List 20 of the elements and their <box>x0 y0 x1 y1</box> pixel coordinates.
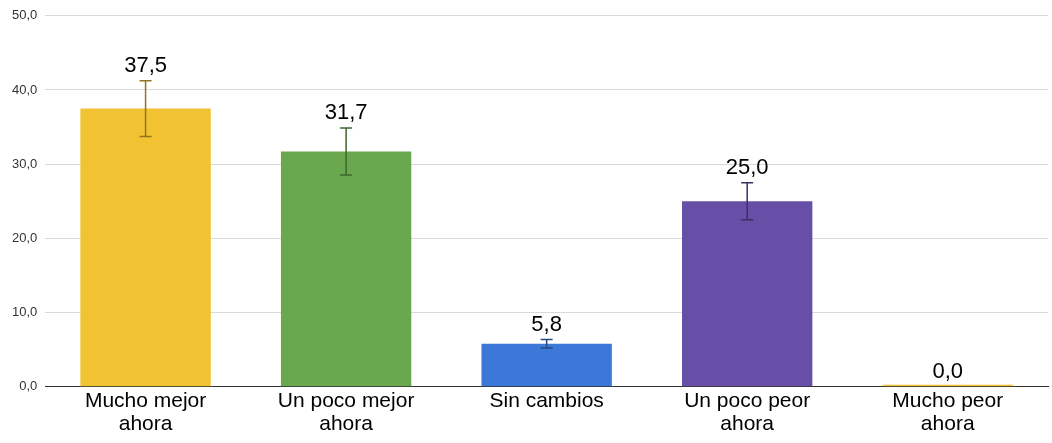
x-tick-label: Mucho peor ahora <box>892 388 1004 435</box>
bar <box>80 108 211 387</box>
y-tick-label: 40,0 <box>11 81 38 97</box>
y-tick-label: 50,0 <box>11 7 38 23</box>
y-tick-label: 10,0 <box>11 304 38 320</box>
bar <box>682 201 813 387</box>
data-label: 5,8 <box>531 310 562 336</box>
y-tick-label: 20,0 <box>11 229 38 245</box>
x-tick-label: Un poco mejor ahora <box>277 388 415 435</box>
x-tick-label: Sin cambios <box>489 388 604 412</box>
x-tick-label: Un poco peor ahora <box>684 388 811 435</box>
y-tick-label: 0,0 <box>19 378 38 394</box>
y-tick-label: 30,0 <box>11 155 38 171</box>
data-label: 31,7 <box>324 99 368 125</box>
x-tick-label: Mucho mejor ahora <box>84 388 207 435</box>
data-label: 0,0 <box>932 357 964 383</box>
data-label: 37,5 <box>124 51 167 77</box>
bar <box>280 151 412 387</box>
bar <box>481 343 612 387</box>
data-label: 25,0 <box>725 153 769 179</box>
